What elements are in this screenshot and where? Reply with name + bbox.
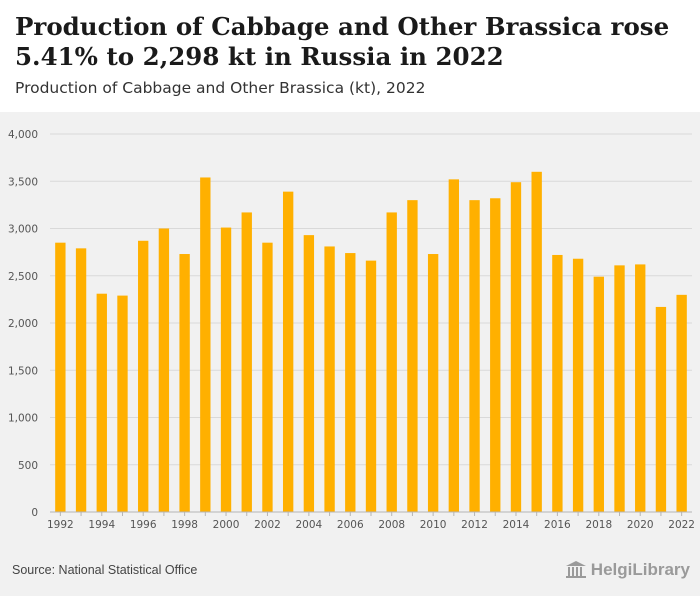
bar-2008: [386, 212, 397, 512]
x-tick-label: 2020: [627, 519, 654, 531]
y-tick-label: 4,000: [8, 129, 38, 141]
bar-1994: [96, 293, 107, 512]
bar-2018: [593, 276, 604, 512]
bar-2015: [531, 171, 542, 513]
library-building-icon: [565, 561, 586, 578]
y-tick-label: 500: [18, 460, 38, 472]
y-tick-label: 0: [31, 507, 38, 519]
bar-2014: [510, 182, 522, 512]
bar-2009: [407, 200, 418, 512]
y-tick-label: 2,500: [8, 271, 38, 283]
bar-2013: [490, 198, 501, 512]
header: Production of Cabbage and Other Brassica…: [0, 0, 700, 112]
x-tick-label: 2016: [544, 519, 571, 531]
x-tick-label: 2008: [378, 519, 405, 531]
x-tick-label: 2000: [213, 519, 240, 531]
bar-1995: [117, 295, 128, 512]
y-tick-label: 1,500: [8, 365, 38, 377]
bar-2021: [655, 306, 667, 512]
bar-2005: [324, 246, 335, 512]
y-tick-label: 3,500: [8, 176, 38, 188]
logo-text: HelgiLibrary: [590, 560, 690, 579]
chart-subtitle: Production of Cabbage and Other Brassica…: [15, 79, 426, 97]
x-tick-label: 2018: [585, 519, 612, 531]
x-tick-label: 2022: [668, 519, 695, 531]
page-title: Production of Cabbage and Other Brassica…: [15, 12, 670, 71]
x-tick-label: 2010: [420, 519, 447, 531]
bar-2020: [635, 264, 646, 512]
bar-1996: [138, 240, 149, 512]
bar-1999: [200, 177, 211, 512]
bar-2011: [448, 179, 460, 513]
x-tick-label: 2006: [337, 519, 364, 531]
x-tick-label: 1996: [130, 519, 157, 531]
bar-2012: [469, 200, 480, 512]
helgi-library-logo[interactable]: HelgiLibrary: [565, 560, 690, 580]
bar-2022: [676, 294, 687, 512]
bar-2002: [262, 242, 273, 513]
bar-2016: [552, 254, 563, 512]
bar-2004: [303, 235, 315, 512]
y-tick-label: 2,000: [8, 318, 38, 330]
x-tick-label: 2014: [503, 519, 530, 531]
bar-2019: [614, 265, 625, 512]
bar-2003: [282, 191, 294, 512]
bar-1997: [158, 228, 170, 512]
bar-chart: 0 500 1,000 1,500 2,000 2,500 3,000 3,500 4,000 1…: [8, 129, 695, 531]
source-note: Source: National Statistical Office: [12, 563, 198, 577]
bar-2010: [427, 254, 439, 512]
bar-1998: [179, 254, 190, 512]
bar-1993: [75, 248, 87, 512]
bar-2001: [241, 212, 252, 512]
bar-2006: [345, 253, 356, 512]
x-tick-label: 1998: [171, 519, 198, 531]
x-tick-label: 2004: [296, 519, 323, 531]
x-tick-label: 2002: [254, 519, 281, 531]
bar-2017: [572, 258, 584, 512]
y-tick-label: 3,000: [8, 224, 38, 236]
bar-2000: [220, 227, 232, 512]
bar-2007: [365, 260, 377, 512]
bar-1992: [55, 242, 66, 513]
x-tick-label: 1992: [47, 519, 74, 531]
y-tick-label: 1,000: [8, 413, 38, 425]
x-tick-label: 2012: [461, 519, 488, 531]
x-tick-label: 1994: [88, 519, 115, 531]
